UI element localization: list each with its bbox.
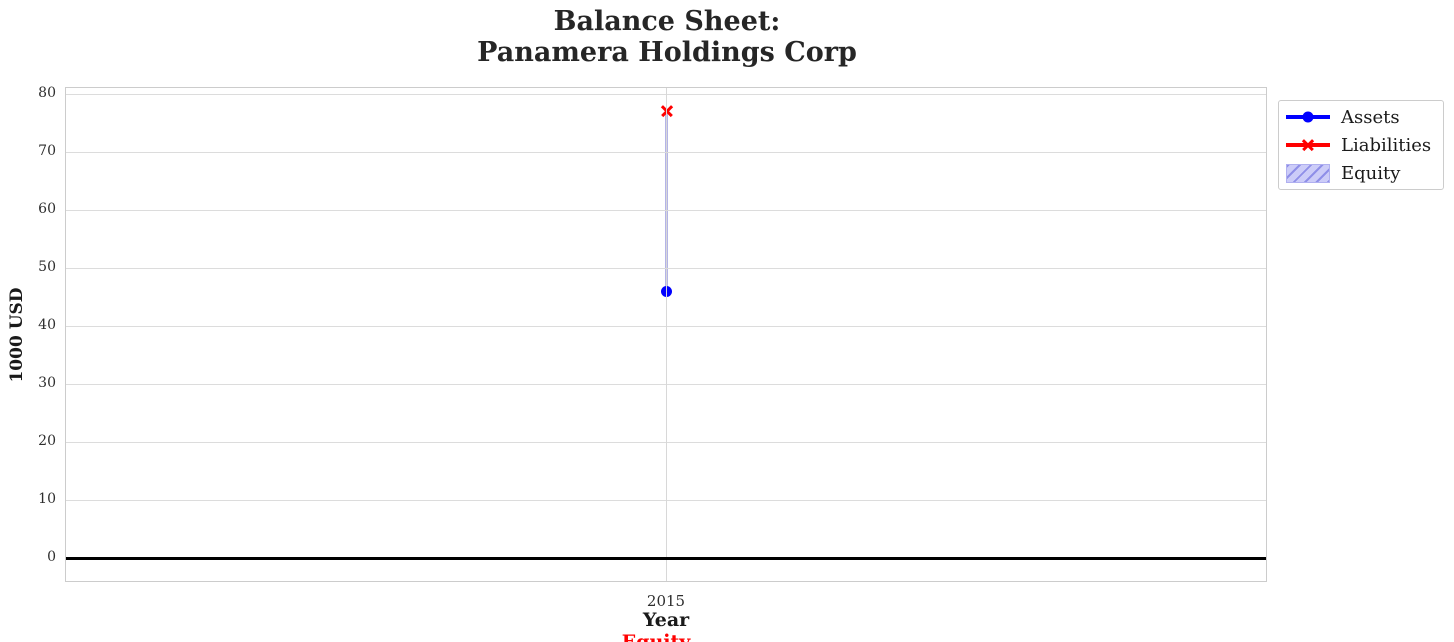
x-tick-label: 2015 [646,592,686,610]
liabilities-line-x-icon [1286,135,1330,155]
gridline-vertical [666,88,667,581]
legend-row-liabilities: Liabilities [1279,131,1443,159]
y-tick-label: 60 [38,200,56,217]
legend-label-assets: Assets [1341,106,1400,128]
y-axis-label: 1000 USD [7,287,27,383]
legend-row-equity: Equity [1279,159,1443,187]
legend-label-liabilities: Liabilities [1341,134,1432,156]
chart-title-line1: Balance Sheet: [553,6,781,37]
y-tick-label: 30 [38,374,56,391]
legend-row-assets: Assets [1279,103,1443,131]
x-axis-label: Year [642,609,690,631]
y-tick-label: 10 [38,490,56,507]
assets-line-dot-icon [1286,107,1330,127]
y-tick-label: 50 [38,258,56,275]
y-tick-label: 40 [38,316,56,333]
y-tick-label: 80 [38,84,56,101]
bottom-annotation-equity: Equity [621,631,691,642]
zero-line [66,556,1266,560]
chart-title: Balance Sheet: Panamera Holdings Corp [0,6,1334,68]
plot-area [65,87,1267,582]
chart-title-line2: Panamera Holdings Corp [477,37,857,68]
y-tick-label: 20 [38,432,56,449]
y-tick-label: 0 [47,548,56,565]
legend-label-equity: Equity [1341,162,1401,184]
equity-hatch-swatch-icon [1286,163,1330,183]
y-tick-label: 70 [38,142,56,159]
legend: Assets Liabilities Equity [1278,100,1444,190]
